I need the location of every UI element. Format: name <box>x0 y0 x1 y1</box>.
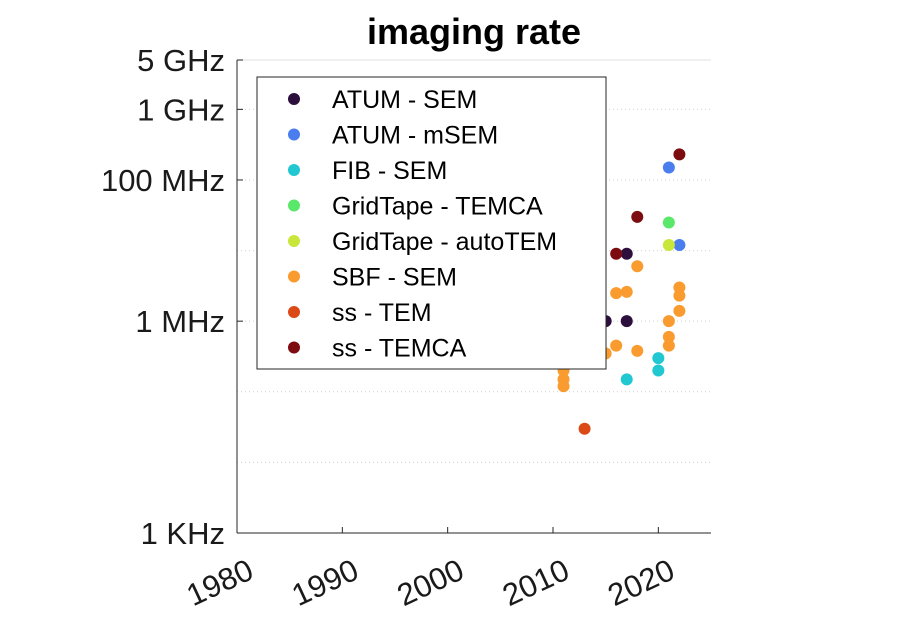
data-points <box>557 148 686 435</box>
legend-label: ss - TEM <box>332 299 432 327</box>
data-point <box>673 304 686 317</box>
data-point <box>662 216 675 229</box>
y-tick-label: 5 GHz <box>137 43 225 78</box>
legend-label: GridTape - TEMCA <box>332 193 543 221</box>
x-tick-label: 1980 <box>181 552 258 613</box>
data-point <box>557 380 570 393</box>
y-tick-labels: 1 KHz 1 MHz 100 MHz 1 GHz 5 GHz <box>101 43 243 551</box>
x-tick-label: 2020 <box>602 552 679 613</box>
legend-marker <box>288 199 300 212</box>
y-tick-label: 1 KHz <box>141 516 225 551</box>
data-point <box>662 330 675 343</box>
legend-label: GridTape - autoTEM <box>332 228 557 256</box>
data-point <box>620 373 633 386</box>
data-point <box>578 422 591 435</box>
legend-box <box>256 76 607 370</box>
data-point <box>673 289 686 302</box>
legend-marker <box>288 164 300 176</box>
x-tick-label: 2010 <box>497 552 574 613</box>
data-point <box>631 210 644 223</box>
y-tick-label: 1 GHz <box>137 92 225 127</box>
legend-marker <box>288 128 300 141</box>
data-point <box>662 238 675 251</box>
chart-title: imaging rate <box>367 11 581 52</box>
legend-marker <box>288 235 300 247</box>
legend-marker <box>288 341 300 354</box>
data-point <box>610 247 623 260</box>
data-point <box>673 238 686 251</box>
x-tick-label: 2000 <box>392 552 469 613</box>
data-point <box>652 352 665 365</box>
x-tick-label: 1990 <box>286 552 363 613</box>
data-point <box>662 339 675 352</box>
data-point <box>631 260 644 273</box>
data-point <box>631 344 644 357</box>
y-tick-label: 100 MHz <box>101 163 225 198</box>
legend-label: ss - TEMCA <box>332 335 467 363</box>
legend-label: FIB - SEM <box>332 157 447 185</box>
legend-label: SBF - SEM <box>332 264 457 292</box>
x-tick-labels: 1980 1990 2000 2010 2020 <box>181 527 680 613</box>
y-tick-label: 1 MHz <box>135 304 225 339</box>
data-point <box>652 364 665 377</box>
legend-label: ATUM - SEM <box>332 86 477 114</box>
data-point <box>620 315 633 328</box>
legend-marker <box>288 93 300 105</box>
legend-label: ATUM - mSEM <box>332 122 498 150</box>
data-point <box>673 148 686 161</box>
data-point <box>620 285 633 298</box>
axes <box>236 60 711 534</box>
data-point <box>610 287 623 300</box>
legend: ATUM - SEM ATUM - mSEM FIB - SEM GridTape -… <box>256 76 607 370</box>
data-point <box>662 315 675 328</box>
data-point <box>620 247 633 260</box>
data-point <box>662 161 675 174</box>
data-point <box>610 339 623 352</box>
legend-marker <box>288 306 300 318</box>
legend-marker <box>288 270 300 283</box>
